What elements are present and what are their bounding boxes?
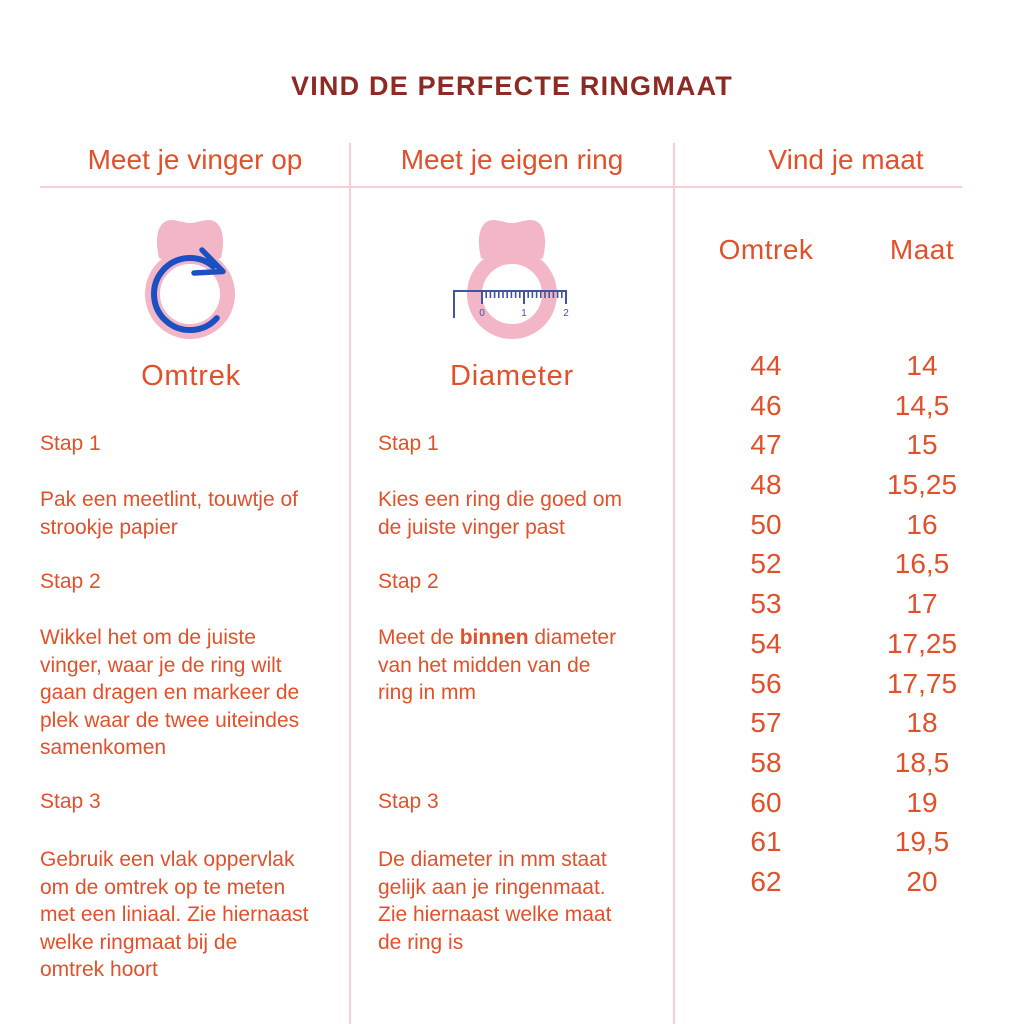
circumference-value: 53	[750, 588, 782, 620]
step-text-part: diameter van het midden van de ring in m…	[378, 626, 617, 704]
step-label: Stap 1	[40, 432, 101, 455]
size-value: 16,5	[894, 548, 950, 580]
ruler-label-0: 0	[479, 308, 485, 319]
step-text: De diameter in mm staat gelijk aan je ri…	[378, 848, 612, 954]
size-value: 18	[906, 707, 938, 739]
ruler-label-1: 1	[521, 308, 527, 319]
size-table-row: 56 17,75	[674, 664, 986, 704]
ruler-label-2: 2	[563, 308, 569, 319]
size-table-row: 60 19	[674, 783, 986, 823]
column-header-meet-je-eigen-ring: Meet je eigen ring	[400, 144, 624, 175]
size-table-row: 48 15,25	[674, 465, 986, 505]
step-label: Stap 2	[378, 570, 439, 593]
size-table-row: 46 14,5	[674, 386, 986, 426]
size-table-row: 62 20	[674, 862, 986, 902]
size-value: 19,5	[894, 826, 950, 858]
step-text: Wikkel het om de juiste vinger, waar je …	[40, 626, 300, 759]
ring-circumference-svg	[145, 220, 235, 339]
size-value: 14,5	[894, 389, 950, 421]
size-table-row: 61 19,5	[674, 822, 986, 862]
step-text: Kies een ring die goed om de juiste ving…	[378, 488, 622, 539]
column-header-vind-je-maat: Vind je maat	[768, 144, 924, 175]
size-table-row: 44 14	[674, 346, 986, 386]
circumference-value: 44	[750, 350, 782, 381]
size-table-row: 52 16,5	[674, 544, 986, 584]
method-label-diameter: Diameter	[449, 360, 575, 392]
circumference-value: 60	[750, 786, 782, 818]
size-value: 17,25	[886, 627, 958, 659]
step-text: Meet de binnen diameter van het midden v…	[378, 624, 690, 707]
column-divider-1	[349, 143, 351, 1024]
step-label: Stap 3	[378, 790, 439, 813]
step-text: Gebruik een vlak oppervlak om de omtrek …	[40, 848, 309, 981]
size-value: 17,75	[886, 667, 958, 699]
circumference-value: 52	[750, 548, 782, 580]
circumference-value: 47	[750, 429, 782, 461]
size-table-body: 44 14 46 14,5 47 15 48 15,25	[674, 346, 986, 902]
size-table-row: 50 16	[674, 505, 986, 545]
step-text: Pak een meetlint, touwtje of strookje pa…	[40, 488, 298, 539]
step-label: Stap 3	[40, 790, 101, 813]
column-header-meet-je-vinger: Meet je vinger op	[87, 144, 303, 175]
size-table-row: 58 18,5	[674, 743, 986, 783]
step-label: Stap 1	[378, 432, 439, 455]
size-table-row: 54 17,25	[674, 624, 986, 664]
size-table-row: 57 18	[674, 703, 986, 743]
method-label-omtrek: Omtrek	[141, 360, 241, 392]
step-label: Stap 2	[40, 570, 101, 593]
size-value: 17	[906, 588, 938, 620]
ruler-labels: 0 1 2	[479, 308, 569, 319]
size-value: 18,5	[894, 746, 950, 778]
step-text-part: Meet de	[378, 626, 460, 649]
size-value: 15,25	[886, 469, 958, 501]
column-divider-2	[673, 143, 675, 1024]
rotation-arrow-arc	[151, 255, 220, 334]
circumference-value: 61	[750, 826, 782, 858]
size-value: 19	[906, 786, 938, 818]
circumference-value: 46	[750, 389, 782, 421]
ruler-minor-ticks	[485, 291, 563, 298]
size-table-header-omtrek: Omtrek	[718, 234, 814, 265]
circumference-value: 50	[750, 508, 782, 540]
size-value: 16	[906, 508, 938, 540]
ruler	[453, 290, 567, 318]
size-table-header-maat: Maat	[889, 234, 955, 265]
ring-diameter-svg: 0 1 2	[453, 220, 569, 339]
circumference-value: 62	[750, 865, 782, 897]
size-table-header-row: Omtrek Maat	[674, 234, 986, 266]
circumference-value: 58	[750, 746, 782, 778]
circumference-value: 57	[750, 707, 782, 739]
step-text-bold-part: binnen	[459, 626, 529, 649]
ring-circumference-icon	[130, 216, 250, 342]
size-value: 15	[906, 429, 938, 461]
ruler-baseline	[453, 290, 567, 318]
size-value: 20	[906, 865, 938, 897]
ring-diameter-icon: 0 1 2	[452, 216, 572, 342]
size-value: 14	[906, 350, 938, 381]
ruler-major-ticks	[481, 291, 567, 304]
circumference-value: 54	[750, 627, 782, 659]
size-table-row: 47 15	[674, 425, 986, 465]
header-underline	[40, 186, 962, 188]
rotation-arrow-head	[191, 247, 226, 276]
circumference-value: 48	[750, 469, 782, 501]
page-title: VIND DE PERFECTE RINGMAAT	[290, 71, 733, 101]
circumference-value: 56	[750, 667, 782, 699]
size-table-row: 53 17	[674, 584, 986, 624]
